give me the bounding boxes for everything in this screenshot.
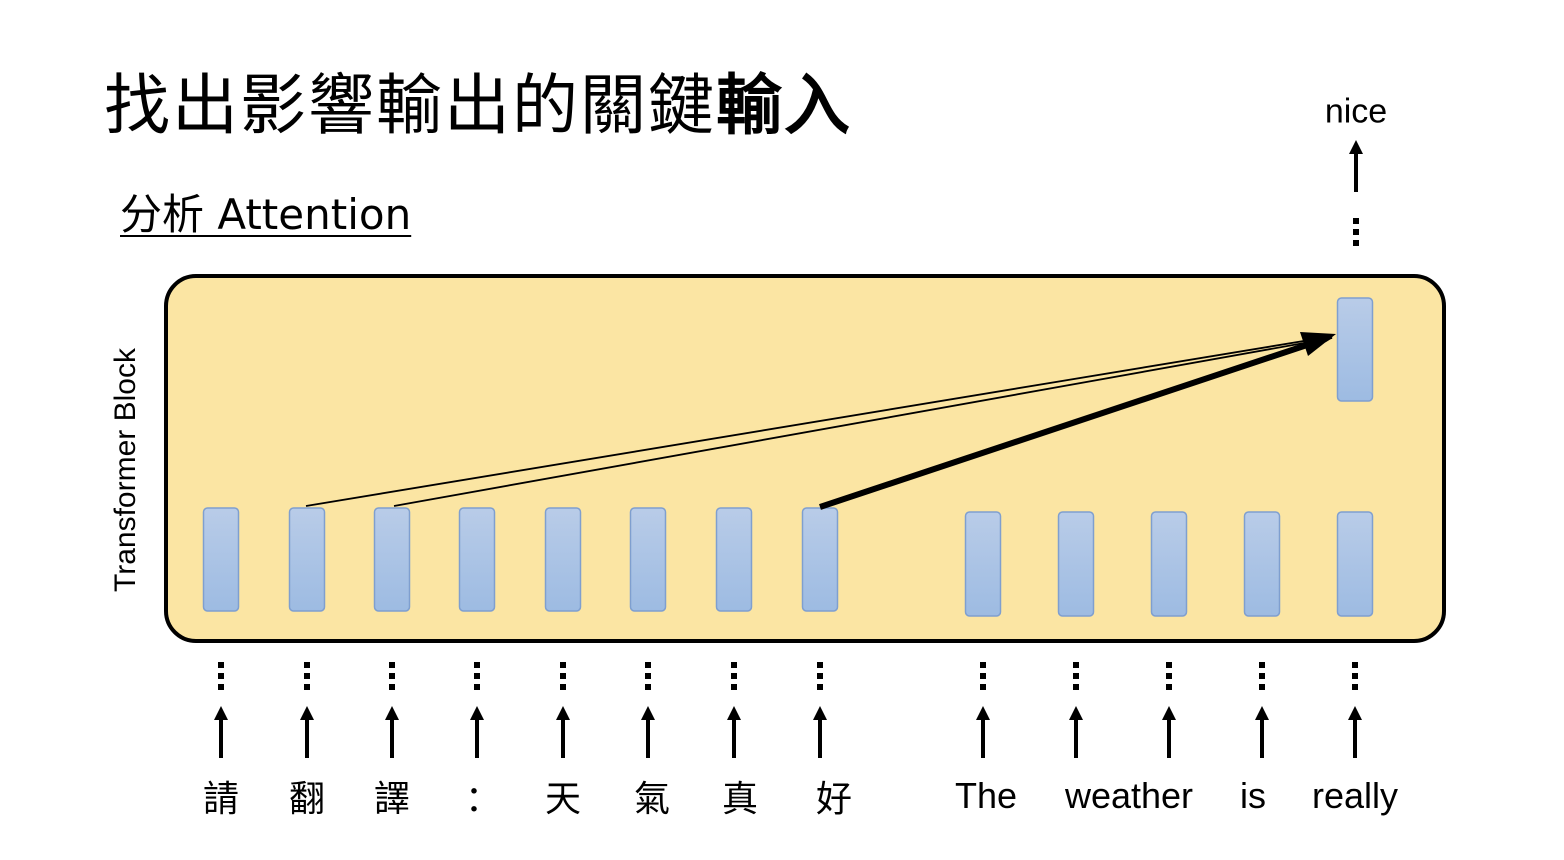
- input-vector-10: [1057, 511, 1095, 617]
- vertical-ellipsis-icon-3: [389, 662, 395, 690]
- input-token-12: really: [1311, 775, 1399, 816]
- input-vector-9: [964, 511, 1002, 617]
- up-arrow-icon-13: [1348, 706, 1362, 758]
- vertical-ellipsis-icon-2: [304, 662, 310, 690]
- attention-arrow-weak-1: [305, 335, 1329, 507]
- vertical-ellipsis-icon-7: [731, 662, 737, 690]
- input-vector-8: [801, 507, 839, 612]
- up-arrow-icon-2: [300, 706, 314, 758]
- input-vector-3: [373, 507, 411, 612]
- vertical-ellipsis-icon-12: [1259, 662, 1265, 690]
- input-token-5: 天: [544, 779, 582, 820]
- vertical-ellipsis-icon-6: [645, 662, 651, 690]
- input-token-3: 譯: [373, 779, 411, 820]
- input-vector-13: [1336, 511, 1374, 617]
- up-arrow-icon-4: [470, 706, 484, 758]
- up-arrow-icon-8: [813, 706, 827, 758]
- subtitle: 分析 Attention: [120, 190, 412, 239]
- output-up-arrow-icon: [1349, 140, 1363, 192]
- output-vector: [1336, 297, 1374, 402]
- vertical-ellipsis-icon-11: [1166, 662, 1172, 690]
- vertical-ellipsis-icon-13: [1352, 662, 1358, 690]
- attention-arrow-weak-2: [393, 336, 1333, 507]
- input-token-8: 好: [815, 779, 853, 820]
- input-vector-6: [629, 507, 667, 612]
- input-token-9: The: [954, 775, 1018, 816]
- vertical-ellipsis-icon-1: [218, 662, 224, 690]
- output-token-label: nice: [1324, 92, 1388, 131]
- up-arrow-icon-5: [556, 706, 570, 758]
- up-arrow-icon-1: [214, 706, 228, 758]
- page-title: 找出影響輸出的關鍵輸入: [104, 66, 852, 146]
- vertical-ellipsis-icon-4: [474, 662, 480, 690]
- title-main: 找出影響輸出的關鍵: [104, 67, 716, 144]
- input-vector-12: [1243, 511, 1281, 617]
- vertical-ellipsis-icon-5: [560, 662, 566, 690]
- vertical-ellipsis-icon-10: [1073, 662, 1079, 690]
- input-vector-7: [715, 507, 753, 612]
- up-arrow-icon-12: [1255, 706, 1269, 758]
- input-token-4: ：: [464, 779, 502, 820]
- input-token-10: weather: [1064, 775, 1194, 816]
- input-token-6: 氣: [633, 779, 671, 820]
- input-vector-2: [288, 507, 326, 612]
- input-vector-5: [544, 507, 582, 612]
- up-arrow-icon-9: [976, 706, 990, 758]
- input-token-1: 請: [202, 779, 240, 820]
- input-token-2: 翻: [288, 779, 326, 820]
- input-token-7: 真: [721, 779, 759, 820]
- vertical-ellipsis-icon-8: [817, 662, 823, 690]
- attention-arrow-strong: [819, 332, 1336, 510]
- title-bold: 輸入: [716, 67, 852, 144]
- input-vector-11: [1150, 511, 1188, 617]
- up-arrow-icon-3: [385, 706, 399, 758]
- vertical-ellipsis-icon-9: [980, 662, 986, 690]
- up-arrow-icon-10: [1069, 706, 1083, 758]
- up-arrow-icon-11: [1162, 706, 1176, 758]
- input-token-11: is: [1240, 775, 1266, 816]
- up-arrow-icon-7: [727, 706, 741, 758]
- vertical-ellipsis-icon-output: [1353, 218, 1359, 246]
- up-arrow-icon-6: [641, 706, 655, 758]
- input-vector-4: [458, 507, 496, 612]
- input-vector-1: [202, 507, 240, 612]
